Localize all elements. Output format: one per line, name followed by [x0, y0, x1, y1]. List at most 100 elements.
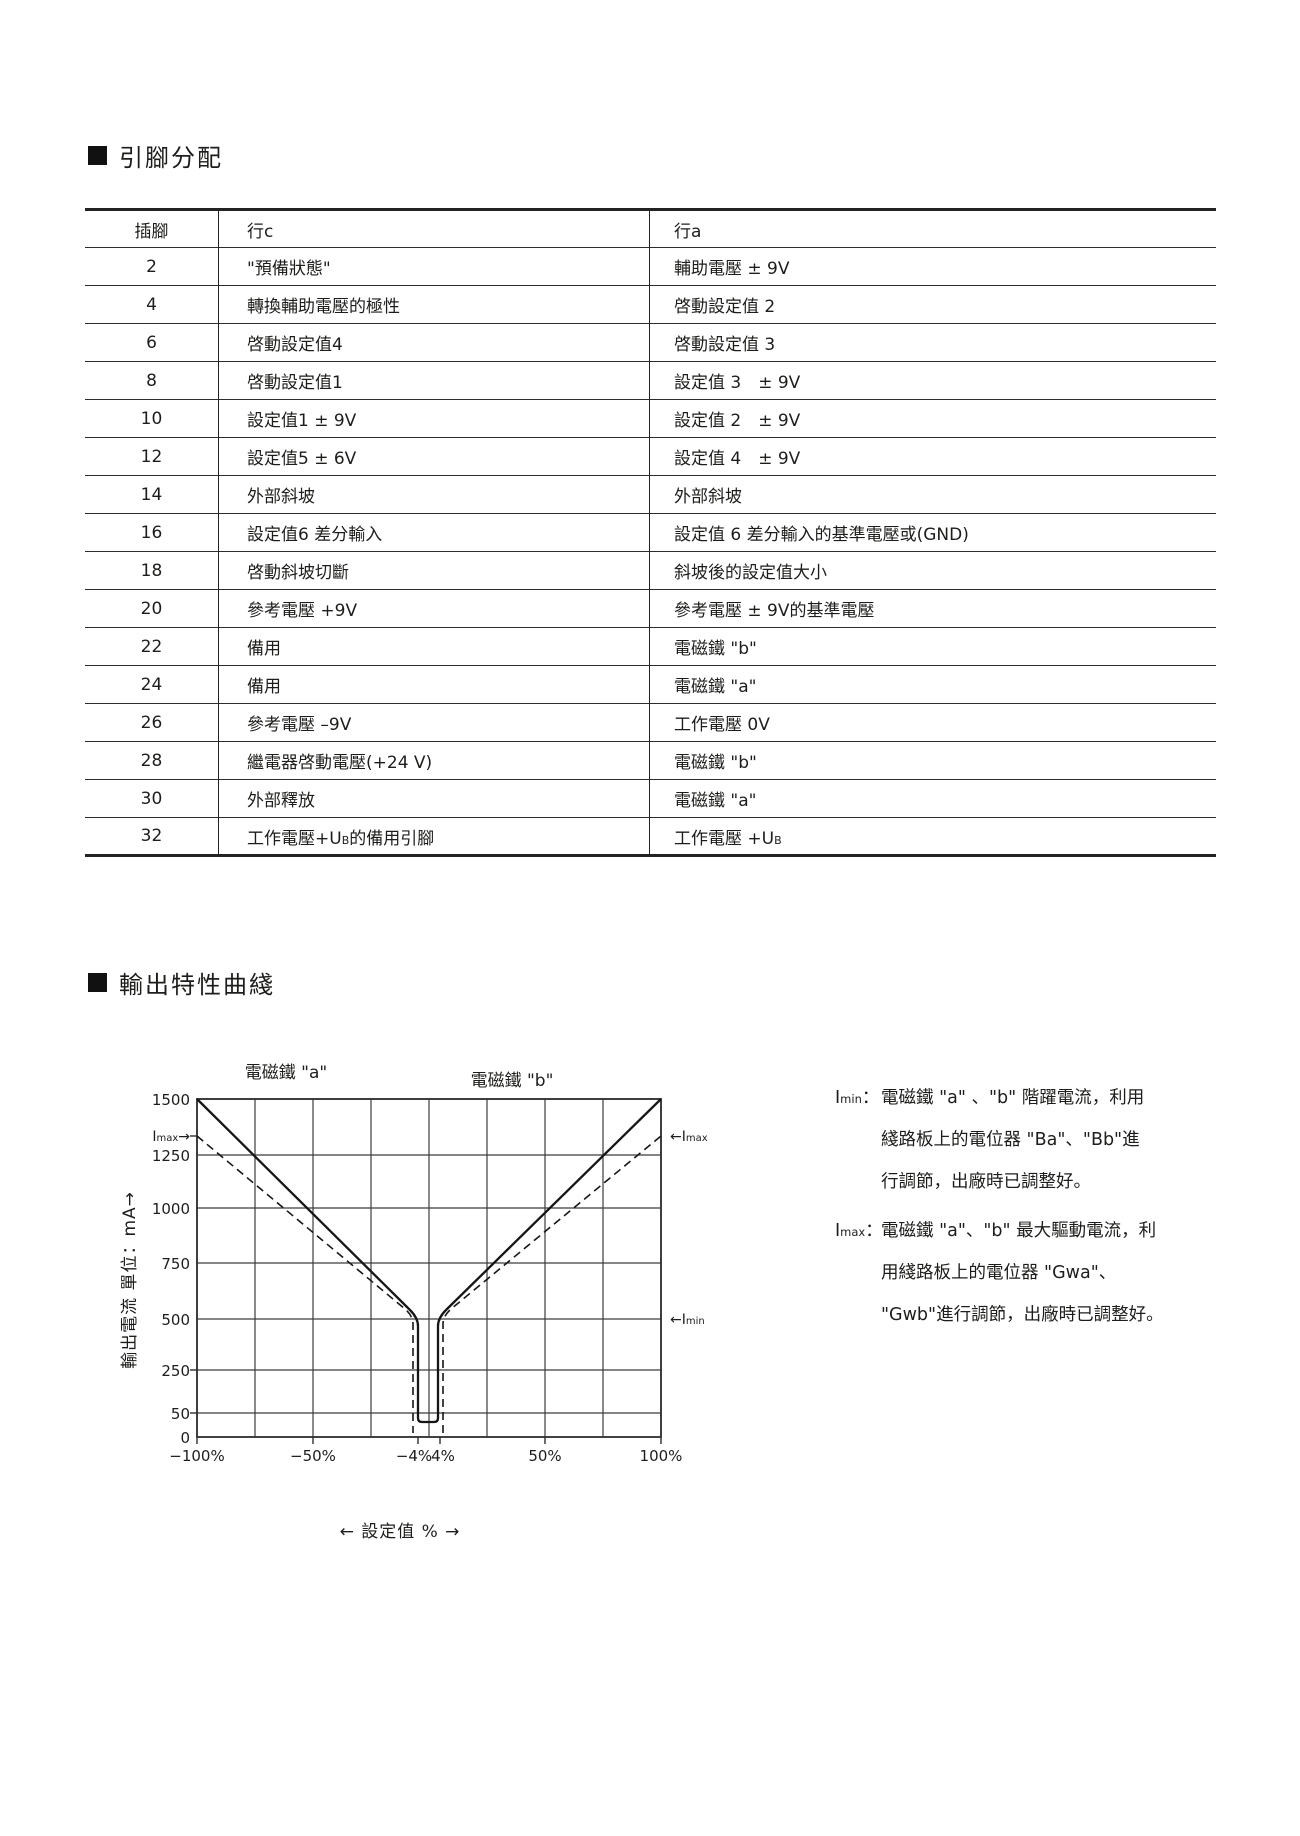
row-c-value: 參考電壓 +9V [218, 589, 650, 628]
output-curve-title: 輸出特性曲綫 [88, 965, 275, 1000]
electromagnet-a-label: 電磁鐵 "a" [245, 1063, 327, 1083]
row-a-value: 參考電壓 ± 9V的基準電壓 [649, 589, 1216, 628]
pin-number: 12 [140, 446, 163, 467]
pin-number: 14 [140, 484, 163, 505]
row-c-value: 外部斜坡 [218, 475, 650, 514]
pin-number: 4 [146, 294, 157, 315]
imin-note-body: 電磁鐵 "a" 、"b" 階躍電流，利用 綫路板上的電位器 "Ba"、"Bb"進… [881, 1077, 1144, 1203]
table-row: 22 備用 電磁鐵 "b" [85, 627, 1216, 666]
row-c-value: 設定值5 ± 6V [218, 437, 650, 476]
y-tick-1500: 1500 [152, 1091, 190, 1109]
x-tick-100: 100% [640, 1447, 683, 1465]
row-c-value: 設定值1 ± 9V [218, 399, 650, 438]
y-tick-0: 0 [180, 1429, 190, 1447]
table-row: 10 設定值1 ± 9V 設定值 2 ± 9V [85, 399, 1216, 438]
row-a-value: 電磁鐵 "b" [649, 627, 1216, 666]
row-a-value: 設定值 3 ± 9V [649, 361, 1216, 400]
row-a-value: 電磁鐵 "a" [649, 779, 1216, 818]
pin-number: 30 [140, 788, 163, 809]
section-marker-icon [88, 146, 107, 165]
axis-ticks [190, 1135, 662, 1444]
pin-number: 6 [146, 332, 157, 353]
row-a-value: 設定值 4 ± 9V [649, 437, 1216, 476]
y-tick-50: 50 [171, 1405, 190, 1423]
imax-left-marker: Imax→ [152, 1129, 190, 1145]
pin-number: 10 [140, 408, 163, 429]
row-a-value: 設定值 6 差分輸入的基準電壓或(GND) [649, 513, 1216, 552]
ub-subscript: B [341, 833, 350, 847]
imax-right-marker: ←Imax [670, 1129, 708, 1145]
dashed-curve-right [442, 1135, 662, 1433]
y-tick-1000: 1000 [152, 1200, 190, 1218]
row-a-value: 啓動設定值 2 [649, 285, 1216, 324]
row-c-value: 繼電器啓動電壓(+24 V) [218, 741, 650, 780]
electromagnet-b-label: 電磁鐵 "b" [471, 1071, 554, 1091]
pin-number: 22 [140, 636, 163, 657]
pin-assignment-table: 插腳 行c 行a 2 "預備狀態" 輔助電壓 ± 9V 4 轉換輔助電壓的極性 … [85, 208, 1216, 857]
header-row-c: 行c [218, 209, 650, 248]
table-row: 20 參考電壓 +9V 參考電壓 ± 9V的基準電壓 [85, 589, 1216, 628]
imin-note-line: 行調節，出廠時已調整好。 [881, 1172, 1091, 1192]
row-c-value: 工作電壓+UB的備用引腳 [218, 817, 650, 856]
pin-number: 24 [140, 674, 163, 695]
table-row: 32 工作電壓+UB的備用引腳 工作電壓 +UB [85, 817, 1216, 856]
row-c-value: 設定值6 差分輸入 [218, 513, 650, 552]
row-c-value: 啓動斜坡切斷 [218, 551, 650, 590]
imax-note-line: "Gwb"進行調節，出廠時已調整好。 [881, 1305, 1164, 1325]
imax-note: Imax： 電磁鐵 "a"、"b" 最大驅動電流，利 用綫路板上的電位器 "Gw… [835, 1210, 1255, 1336]
imin-note-line: 綫路板上的電位器 "Ba"、"Bb"進 [881, 1130, 1140, 1150]
row-a-value: 輔助電壓 ± 9V [649, 247, 1216, 286]
table-row: 24 備用 電磁鐵 "a" [85, 665, 1216, 704]
x-tick-pos4: 4% [431, 1447, 455, 1465]
y-tick-500: 500 [161, 1311, 190, 1329]
row-c-value: 啓動設定值4 [218, 323, 650, 362]
pin-number: 28 [140, 750, 163, 771]
x-axis-title: ← 設定值 % → [340, 1522, 461, 1542]
row-a-value: 斜坡後的設定值大小 [649, 551, 1216, 590]
row-c-value: 外部釋放 [218, 779, 650, 818]
pin-assignment-title-text: 引腳分配 [119, 144, 223, 172]
row-c-value: "預備狀態" [218, 247, 650, 286]
imin-note: Imin： 電磁鐵 "a" 、"b" 階躍電流，利用 綫路板上的電位器 "Ba"… [835, 1077, 1255, 1203]
row-a-value: 工作電壓 0V [649, 703, 1216, 742]
x-tick-50: 50% [528, 1447, 561, 1465]
row-c-value: 備用 [218, 627, 650, 666]
pin-number: 8 [146, 370, 157, 391]
chart-grid [196, 1098, 662, 1438]
table-header-row: 插腳 行c 行a [85, 209, 1216, 248]
row-a-value: 電磁鐵 "b" [649, 741, 1216, 780]
table-row: 14 外部斜坡 外部斜坡 [85, 475, 1216, 514]
ub-subscript: B [774, 833, 782, 847]
table-row: 28 繼電器啓動電壓(+24 V) 電磁鐵 "b" [85, 741, 1216, 780]
pin-number: 18 [140, 560, 163, 581]
row-c-value: 轉換輔助電壓的極性 [218, 285, 650, 324]
row-a-text: 工作電壓 +U [674, 828, 775, 849]
dashed-curve-left [196, 1135, 414, 1433]
header-row-a: 行a [649, 209, 1216, 248]
table-row: 16 設定值6 差分輸入 設定值 6 差分輸入的基準電壓或(GND) [85, 513, 1216, 552]
imax-note-line: 用綫路板上的電位器 "Gwa"、 [881, 1263, 1117, 1283]
table-row: 8 啓動設定值1 設定值 3 ± 9V [85, 361, 1216, 400]
row-a-value: 啓動設定值 3 [649, 323, 1216, 362]
table-row: 6 啓動設定值4 啓動設定值 3 [85, 323, 1216, 362]
imin-right-marker: ←Imin [670, 1312, 705, 1328]
solid-curve [196, 1098, 662, 1424]
table-row: 30 外部釋放 電磁鐵 "a" [85, 779, 1216, 818]
imax-note-body: 電磁鐵 "a"、"b" 最大驅動電流，利 用綫路板上的電位器 "Gwa"、 "G… [881, 1210, 1164, 1336]
row-c-value: 參考電壓 –9V [218, 703, 650, 742]
row-c-value: 啓動設定值1 [218, 361, 650, 400]
x-tick-neg50: −50% [290, 1447, 336, 1465]
y-tick-250: 250 [161, 1362, 190, 1380]
imin-note-label: Imin： [835, 1088, 880, 1108]
row-a-value: 工作電壓 +UB [649, 817, 1216, 856]
row-c-text: 工作電壓+U [247, 828, 342, 849]
pin-number: 32 [140, 826, 163, 846]
imin-note-line: 電磁鐵 "a" 、"b" 階躍電流，利用 [881, 1088, 1145, 1108]
row-a-value: 設定值 2 ± 9V [649, 399, 1216, 438]
output-curve-title-text: 輸出特性曲綫 [119, 971, 275, 999]
y-axis-title: 輸出電流 單位：mA→ [120, 1191, 140, 1369]
pin-number: 2 [146, 256, 157, 277]
header-pin: 插腳 [134, 221, 169, 242]
pin-number: 20 [140, 598, 163, 619]
